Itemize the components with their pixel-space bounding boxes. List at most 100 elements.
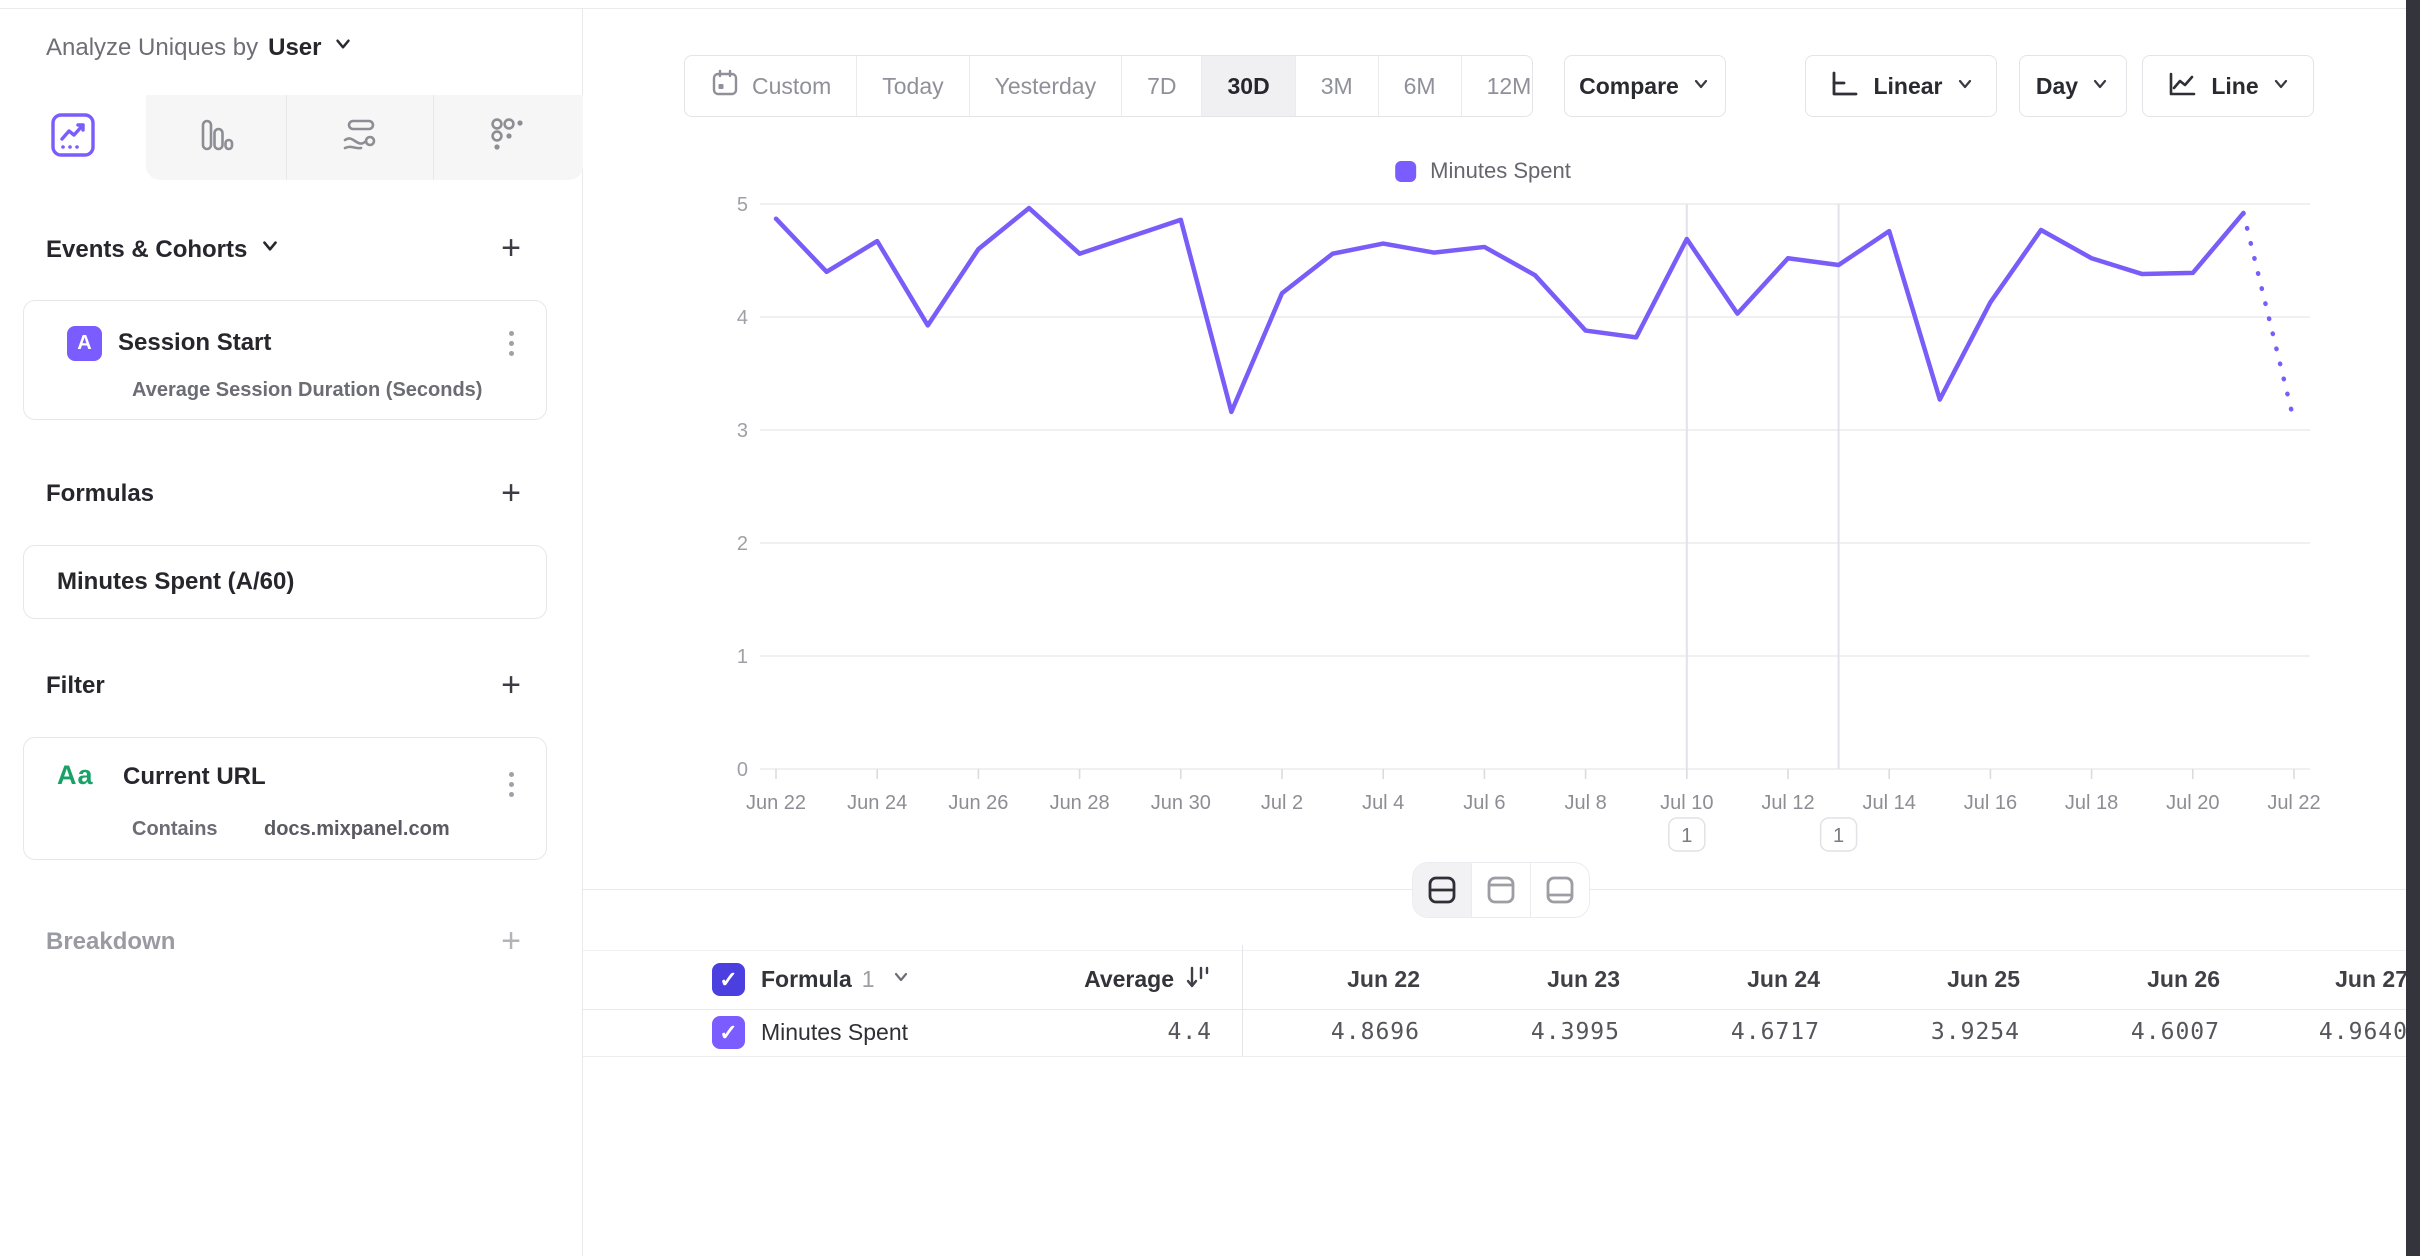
calendar-icon xyxy=(710,68,740,104)
x-axis-label: Jul 18 xyxy=(2065,792,2118,814)
filter-operator[interactable]: Contains xyxy=(132,818,218,840)
bar-chart-icon xyxy=(198,117,234,158)
add-event-button[interactable]: + xyxy=(501,228,521,267)
range-label: 12M xyxy=(1486,72,1532,99)
event-options-kebab-icon[interactable] xyxy=(505,327,518,360)
x-axis-label: Jun 28 xyxy=(1050,792,1110,814)
annotation-badge-Jul 13[interactable] xyxy=(1819,817,1858,852)
add-breakdown-button[interactable]: + xyxy=(501,921,521,960)
time-series-plot: 0 1 2 3 4 5 1 1 Jun 22 Jun 24 Jun 26 Jun 28 Jun 30 Ju… xyxy=(737,194,2321,852)
scale-label: Linear xyxy=(1873,72,1943,99)
range-yesterday[interactable]: Yesterday xyxy=(968,56,1121,116)
annotation-badge-Jul 10[interactable] xyxy=(1668,817,1706,852)
event-aggregation[interactable]: Average Session Duration (Seconds) xyxy=(132,379,483,401)
sort-descending-icon[interactable] xyxy=(1184,963,1212,996)
formula-header-index: 1 xyxy=(861,966,875,992)
tab-flow[interactable] xyxy=(286,95,433,180)
y-axis-label: 2 xyxy=(737,533,748,555)
add-formula-button[interactable]: + xyxy=(501,473,521,512)
formula-expression[interactable]: Minutes Spent (A/60) xyxy=(57,568,295,595)
view-split-button-active[interactable] xyxy=(1413,863,1471,917)
y-axis-label: 0 xyxy=(737,759,748,781)
range-12m[interactable]: 12M xyxy=(1460,56,1532,116)
x-axis-label: Jul 4 xyxy=(1362,792,1404,814)
y-axis-label: 5 xyxy=(737,194,748,216)
compare-button[interactable]: Compare xyxy=(1564,55,1726,117)
select-all-checkbox[interactable]: ✓ xyxy=(712,963,745,996)
view-chart-only-button[interactable] xyxy=(1471,863,1530,917)
formula-header-cell: ✓ Formula 1 xyxy=(712,950,911,1009)
table-header-bottom-border xyxy=(583,1009,2420,1010)
cell-value-jun-25: 3.9254 xyxy=(1930,1019,2020,1045)
x-axis-label: Jul 20 xyxy=(2166,792,2219,814)
chevron-down-icon[interactable] xyxy=(332,33,354,62)
granularity-button[interactable]: Day xyxy=(2019,55,2127,117)
breakdown-section-title: Breakdown xyxy=(46,928,176,955)
range-label: 7D xyxy=(1147,72,1177,99)
range-3m[interactable]: 3M xyxy=(1294,56,1378,116)
tab-insights-active[interactable] xyxy=(0,95,146,180)
filter-property: Current URL xyxy=(123,763,266,790)
y-axis-label: 4 xyxy=(737,307,748,329)
range-label: Yesterday xyxy=(994,72,1097,99)
date-column-header-jun-27: Jun 27 xyxy=(2335,966,2408,992)
date-column-header-jun-24: Jun 24 xyxy=(1747,966,1820,992)
event-letter-badge: A xyxy=(67,326,102,361)
table-row-bottom-border xyxy=(583,1056,2420,1057)
range-7d[interactable]: 7D xyxy=(1121,56,1201,116)
range-label: Custom xyxy=(752,72,832,99)
filter-card-current-url[interactable]: Aa Current URL Contains docs.mixpanel.co… xyxy=(23,737,547,860)
add-filter-button[interactable]: + xyxy=(501,665,521,704)
vertical-scrollbar[interactable] xyxy=(2406,0,2420,1256)
x-axis-label: Jul 14 xyxy=(1863,792,1916,814)
series-checkbox[interactable]: ✓ xyxy=(712,1016,745,1049)
average-header-cell: Average xyxy=(950,950,1212,1009)
breakdown-section-header: Breakdown xyxy=(46,928,175,956)
tab-divider xyxy=(433,95,434,180)
range-30d[interactable]: 30D xyxy=(1201,56,1295,116)
compare-label: Compare xyxy=(1579,72,1679,99)
event-card-session-start[interactable]: A Session Start Average Session Duration… xyxy=(23,300,547,420)
filter-section-title: Filter xyxy=(46,672,105,699)
view-table-only-button[interactable] xyxy=(1530,863,1589,917)
x-axis-label: Jun 30 xyxy=(1151,792,1211,814)
date-column-header-jun-25: Jun 25 xyxy=(1947,966,2020,992)
date-column-header-jun-22: Jun 22 xyxy=(1347,966,1420,992)
range-custom[interactable]: Custom xyxy=(685,56,856,116)
tab-retention-grid[interactable] xyxy=(433,95,583,180)
analyze-uniques-row: Analyze Uniques by User xyxy=(46,33,354,62)
table-header-top-border xyxy=(583,950,2420,951)
x-axis-label: Jul 12 xyxy=(1761,792,1814,814)
scale-button[interactable]: Linear xyxy=(1805,55,1997,117)
cell-value-jun-24: 4.6717 xyxy=(1730,1019,1820,1045)
x-axis-label: Jul 16 xyxy=(1964,792,2017,814)
x-axis-label: Jun 26 xyxy=(948,792,1008,814)
chart-type-button[interactable]: Line xyxy=(2142,55,2314,117)
event-title: Session Start xyxy=(118,329,272,356)
range-label: 30D xyxy=(1227,72,1270,99)
series-line-projection-dotted xyxy=(2241,210,2297,424)
range-label: 6M xyxy=(1403,72,1436,99)
filter-options-kebab-icon[interactable] xyxy=(505,768,518,801)
formulas-section-header: Formulas xyxy=(46,480,154,508)
formula-card[interactable]: Minutes Spent (A/60) xyxy=(23,545,547,619)
range-today[interactable]: Today xyxy=(856,56,968,116)
filter-value[interactable]: docs.mixpanel.com xyxy=(264,818,450,840)
annotation-badge-label: 1 xyxy=(1833,825,1844,847)
y-axis-label: 1 xyxy=(737,646,748,668)
legend-item-minutes-spent[interactable]: Minutes Spent xyxy=(1395,158,1571,184)
cell-value-jun-27: 4.9640 xyxy=(2318,1019,2408,1045)
analyze-by-dropdown[interactable]: User xyxy=(268,33,322,61)
range-label: 3M xyxy=(1320,72,1353,99)
legend-label: Minutes Spent xyxy=(1430,158,1571,183)
chevron-down-icon xyxy=(2090,74,2110,99)
chevron-down-icon[interactable] xyxy=(259,235,281,264)
tab-bar-chart[interactable] xyxy=(146,95,286,180)
top-divider xyxy=(0,8,2420,9)
range-6m[interactable]: 6M xyxy=(1377,56,1461,116)
x-axis-label: Jul 10 xyxy=(1660,792,1713,814)
x-axis-label: Jul 8 xyxy=(1564,792,1606,814)
chevron-down-icon[interactable] xyxy=(891,967,911,992)
x-axis-label: Jul 6 xyxy=(1463,792,1505,814)
